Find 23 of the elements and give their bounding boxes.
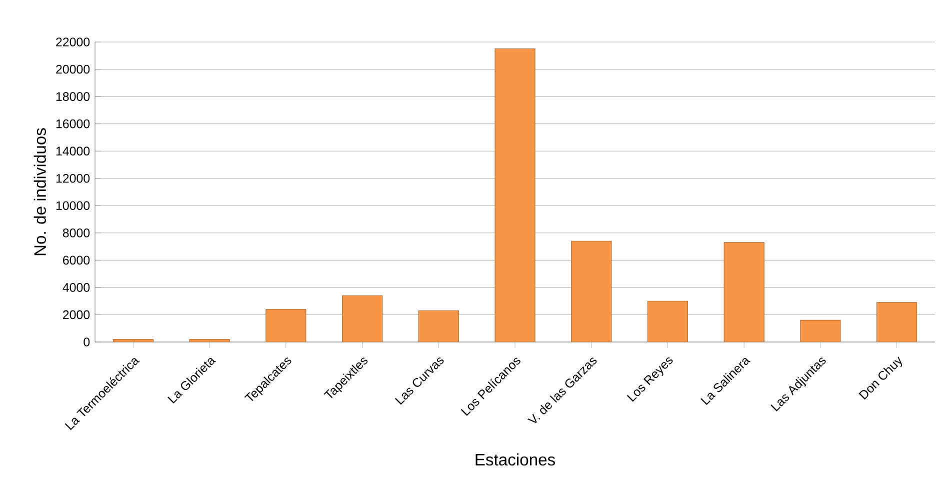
bar — [342, 295, 383, 342]
y-tick-label: 2000 — [63, 310, 90, 320]
bar — [647, 300, 688, 342]
bar — [800, 320, 841, 342]
y-tick-label: 22000 — [56, 38, 90, 46]
bar — [571, 240, 612, 342]
bar — [724, 242, 764, 342]
bar — [418, 310, 459, 342]
y-tick-label: 8000 — [62, 228, 90, 238]
y-tick-label: 6000 — [63, 256, 90, 265]
y-tick-label: 18000 — [56, 92, 90, 101]
bar — [494, 48, 536, 342]
y-tick-label: 14000 — [56, 146, 90, 156]
y-axis-title: No. de individuos — [34, 128, 46, 256]
y-tick-label: 12000 — [56, 174, 90, 183]
y-tick-label: 0 — [84, 338, 90, 346]
bar — [876, 302, 918, 342]
y-tick-label: 16000 — [56, 119, 90, 128]
y-tick-label: 20000 — [56, 64, 90, 74]
y-tick-label: 4000 — [62, 283, 90, 292]
bar — [266, 308, 306, 342]
y-tick-label: 10000 — [56, 201, 90, 210]
x-axis-title: Estaciones — [476, 453, 556, 466]
